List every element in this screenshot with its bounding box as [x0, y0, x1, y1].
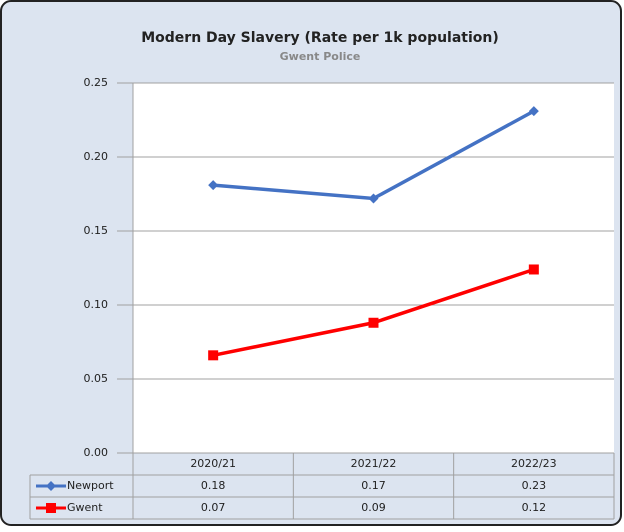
chart-subtitle: Gwent Police: [280, 50, 361, 63]
chart-title: Modern Day Slavery (Rate per 1k populati…: [141, 30, 499, 46]
legend-label: Gwent: [67, 501, 103, 514]
marker: [368, 317, 379, 328]
table-value: 0.23: [522, 479, 547, 492]
y-tick-label: 0.10: [84, 298, 109, 311]
table-value: 0.18: [201, 479, 226, 492]
marker: [46, 503, 56, 513]
legend-label: Newport: [67, 479, 114, 492]
x-tick-label: 2022/23: [511, 457, 557, 470]
table-value: 0.12: [522, 501, 547, 514]
x-tick-label: 2021/22: [351, 457, 397, 470]
y-tick-label: 0.20: [84, 150, 109, 163]
x-tick-label: 2020/21: [190, 457, 236, 470]
y-tick-label: 0.25: [84, 76, 109, 89]
plot-area: [133, 83, 614, 453]
table-value: 0.17: [361, 479, 386, 492]
marker: [208, 180, 219, 191]
table-value: 0.09: [361, 501, 386, 514]
marker: [528, 106, 539, 117]
table-value: 0.07: [201, 501, 226, 514]
marker: [528, 264, 539, 275]
y-tick-label: 0.15: [84, 224, 109, 237]
y-tick-label: 0.05: [84, 372, 109, 385]
marker: [46, 481, 56, 491]
marker: [368, 193, 379, 204]
marker: [208, 350, 219, 361]
y-tick-label: 0.00: [84, 446, 109, 459]
